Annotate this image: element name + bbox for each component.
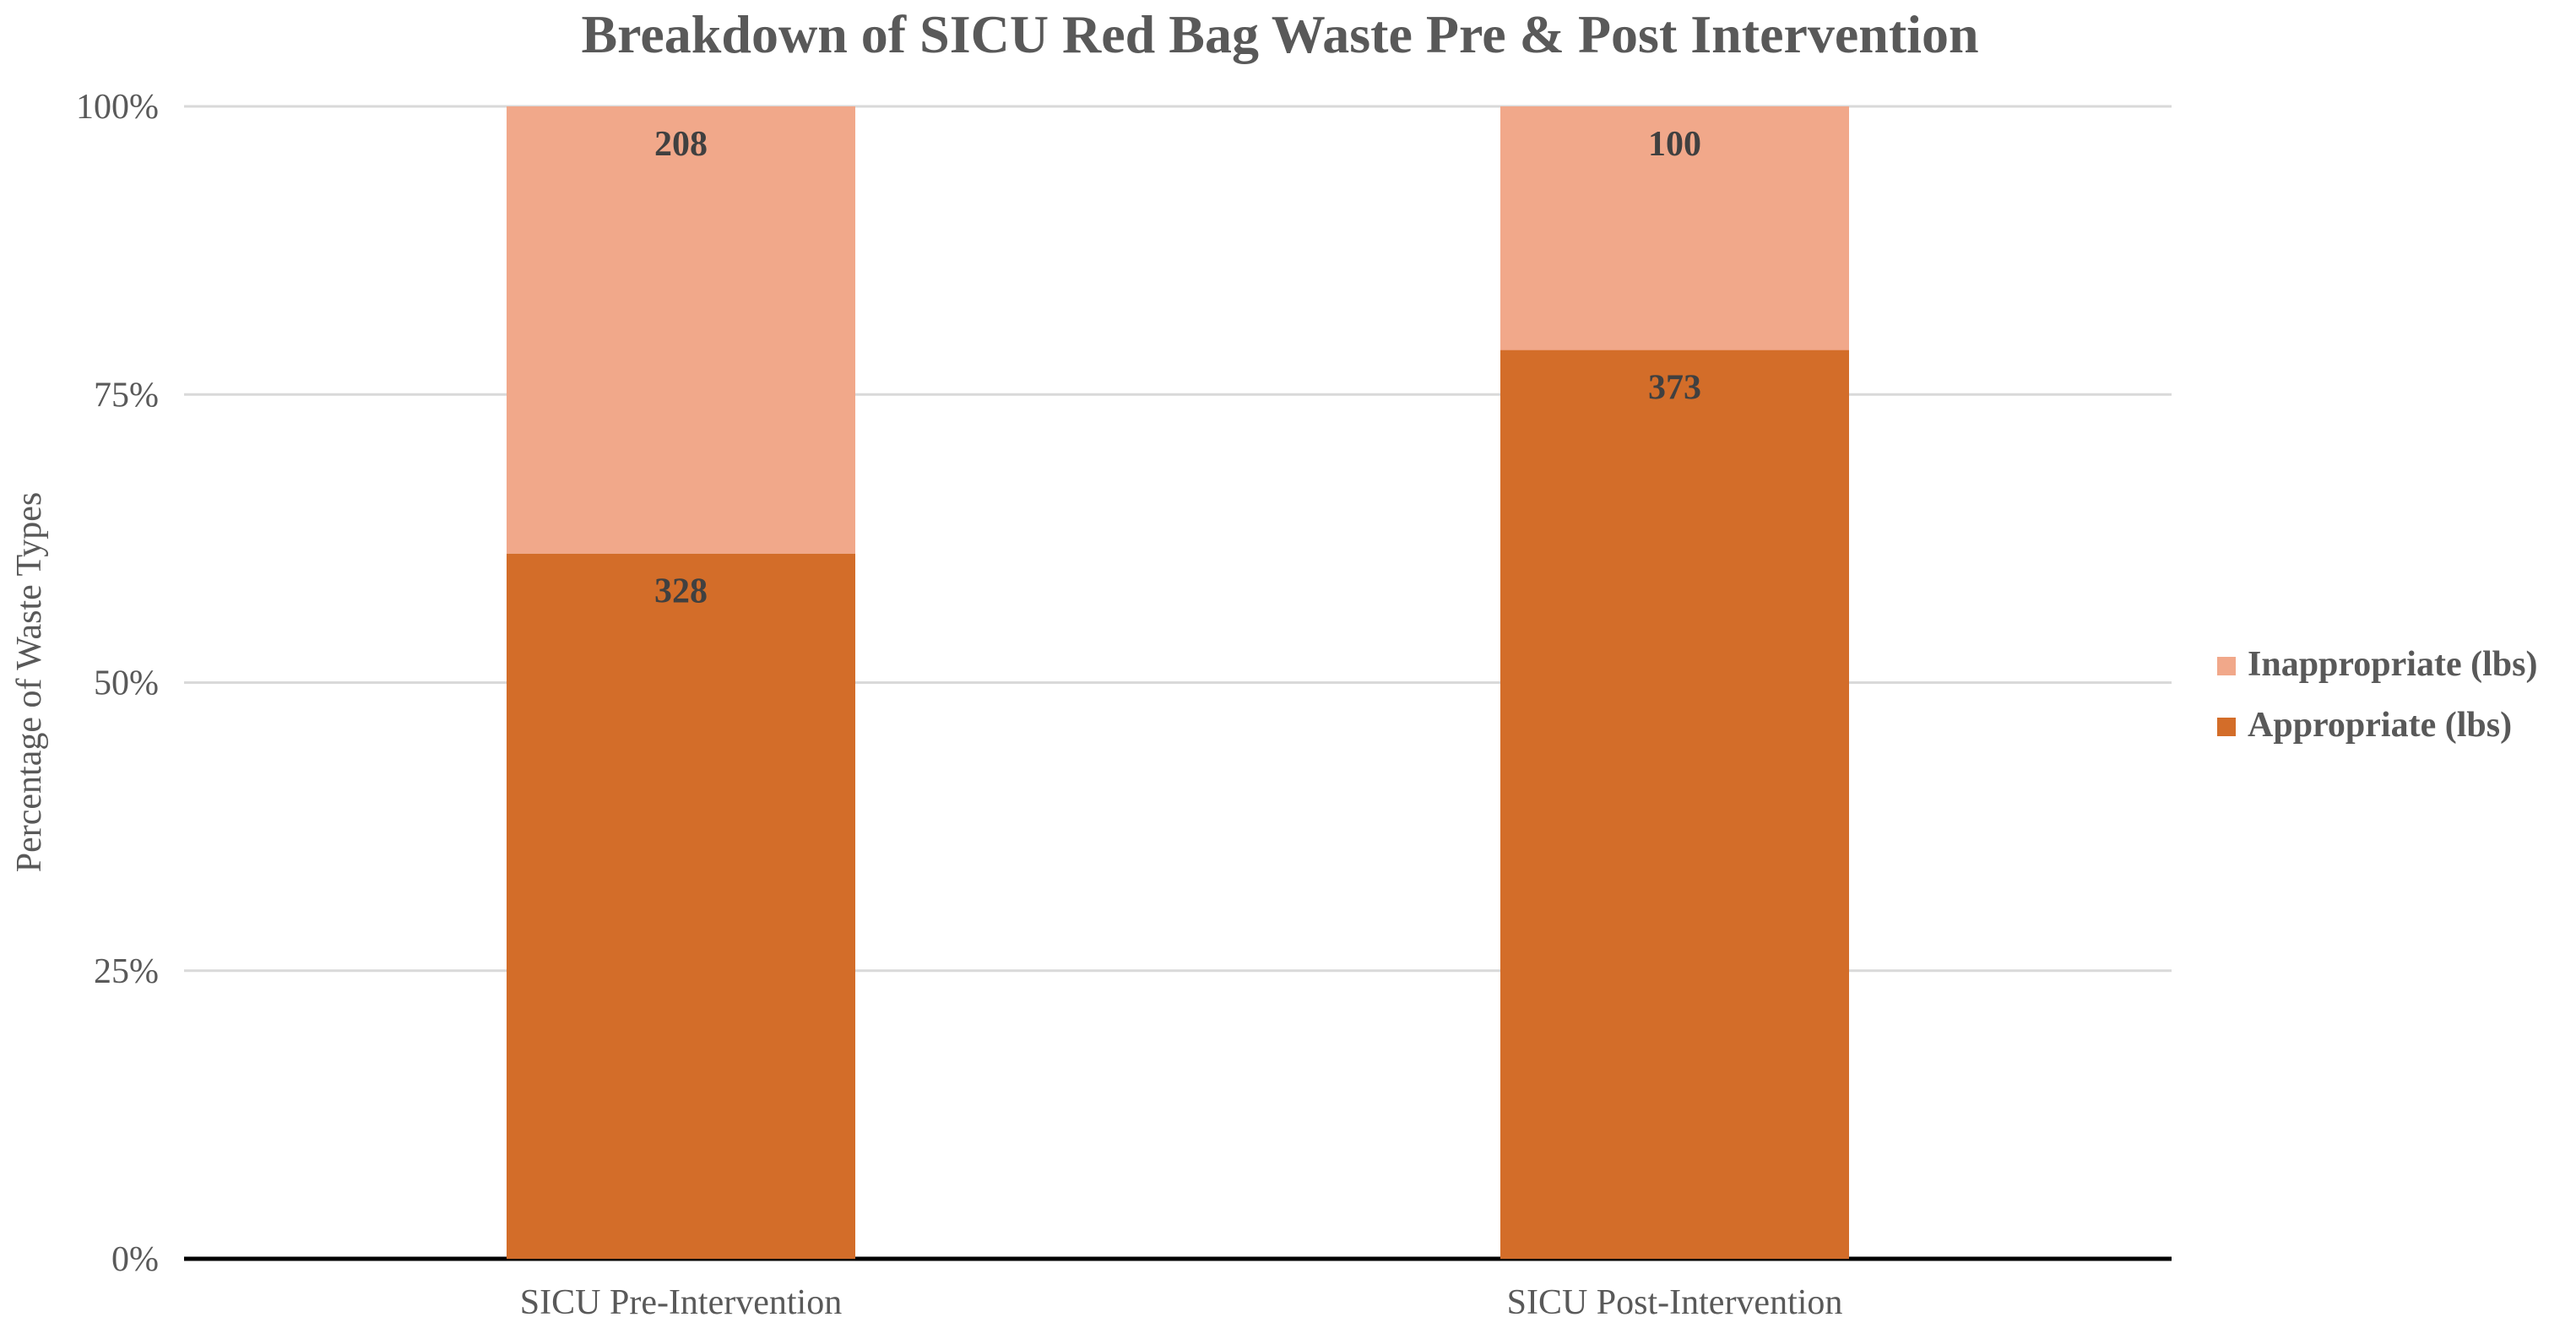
legend-label: Appropriate (lbs) [2248,706,2512,745]
legend-swatch [2217,718,2236,736]
y-axis-label: Percentage of Waste Types [10,492,49,872]
y-tick-label: 100% [76,88,159,127]
data-label: 328 [654,572,708,611]
y-tick-label: 50% [94,664,159,703]
x-category-label: SICU Post-Intervention [1507,1283,1843,1322]
x-category-label: SICU Pre-Intervention [520,1283,842,1322]
data-label: 100 [1648,125,1701,164]
bar-segment [1500,106,1849,350]
bar-segment [507,553,855,1259]
chart-title: Breakdown of SICU Red Bag Waste Pre & Po… [581,4,1978,64]
bar-segment [1500,350,1849,1259]
y-tick-label: 0% [111,1240,159,1279]
bar-segment [507,106,855,554]
legend-label: Inappropriate (lbs) [2248,645,2537,684]
y-tick-label: 75% [94,376,159,415]
y-tick-label: 25% [94,952,159,991]
data-label: 208 [654,125,708,164]
data-label: 373 [1648,369,1701,408]
legend-swatch [2217,657,2236,675]
